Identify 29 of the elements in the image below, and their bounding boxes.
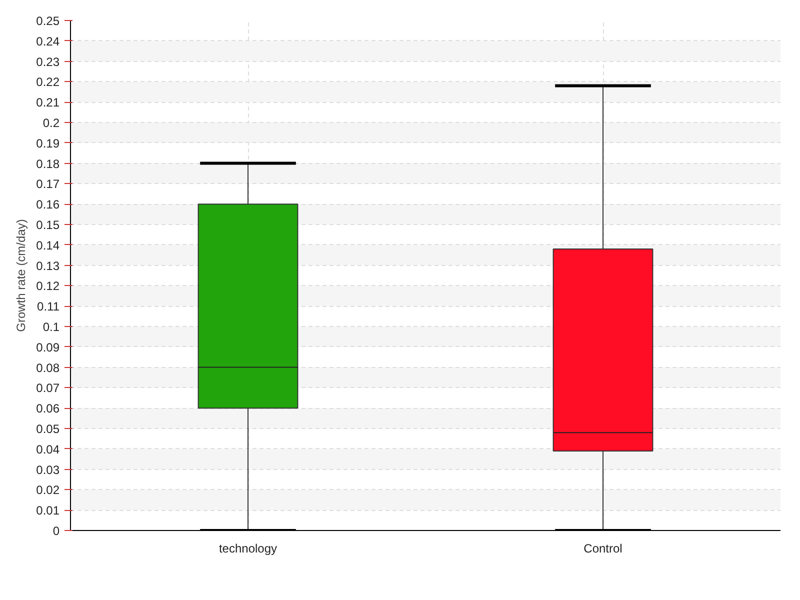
y-tick-label: 0.04 — [36, 442, 60, 456]
y-tick-label: 0.06 — [36, 402, 60, 416]
x-tick-label: Control — [584, 542, 622, 556]
y-tick-label: 0.24 — [36, 34, 60, 48]
y-tick-label: 0.25 — [36, 14, 60, 28]
y-axis-title: Growth rate (cm/day) — [14, 219, 28, 332]
y-tick-label: 0 — [52, 524, 60, 538]
y-tick-label: 0.05 — [36, 422, 60, 436]
y-tick-label: 0.09 — [36, 340, 60, 354]
y-tick-label: 0.11 — [37, 300, 60, 314]
y-tick-label: 0.08 — [36, 360, 60, 375]
y-tick-label: 0.1 — [42, 320, 60, 334]
y-tick-label: 0.16 — [36, 198, 60, 212]
y-tick-label: 0.07 — [36, 381, 60, 396]
y-tick-label: 0.14 — [36, 238, 60, 252]
x-tick-label: technology — [218, 542, 278, 556]
y-tick-label: 0.18 — [36, 156, 60, 171]
y-tick-label: 0.03 — [36, 462, 60, 477]
y-tick-label: 0.23 — [36, 54, 60, 69]
y-tick-label: 0.21 — [36, 96, 60, 110]
y-tick-label: 0.12 — [36, 279, 60, 294]
y-tick-label: 0.19 — [36, 136, 60, 150]
y-tick-label: 0.13 — [36, 258, 60, 273]
y-tick-label: 0.01 — [36, 504, 60, 518]
y-tick-label: 0.17 — [36, 177, 60, 192]
y-tick-label: 0.2 — [42, 116, 60, 130]
y-tick-label: 0.15 — [36, 218, 60, 232]
y-tick-label: 0.02 — [36, 483, 60, 498]
y-tick-label: 0.22 — [36, 75, 60, 90]
